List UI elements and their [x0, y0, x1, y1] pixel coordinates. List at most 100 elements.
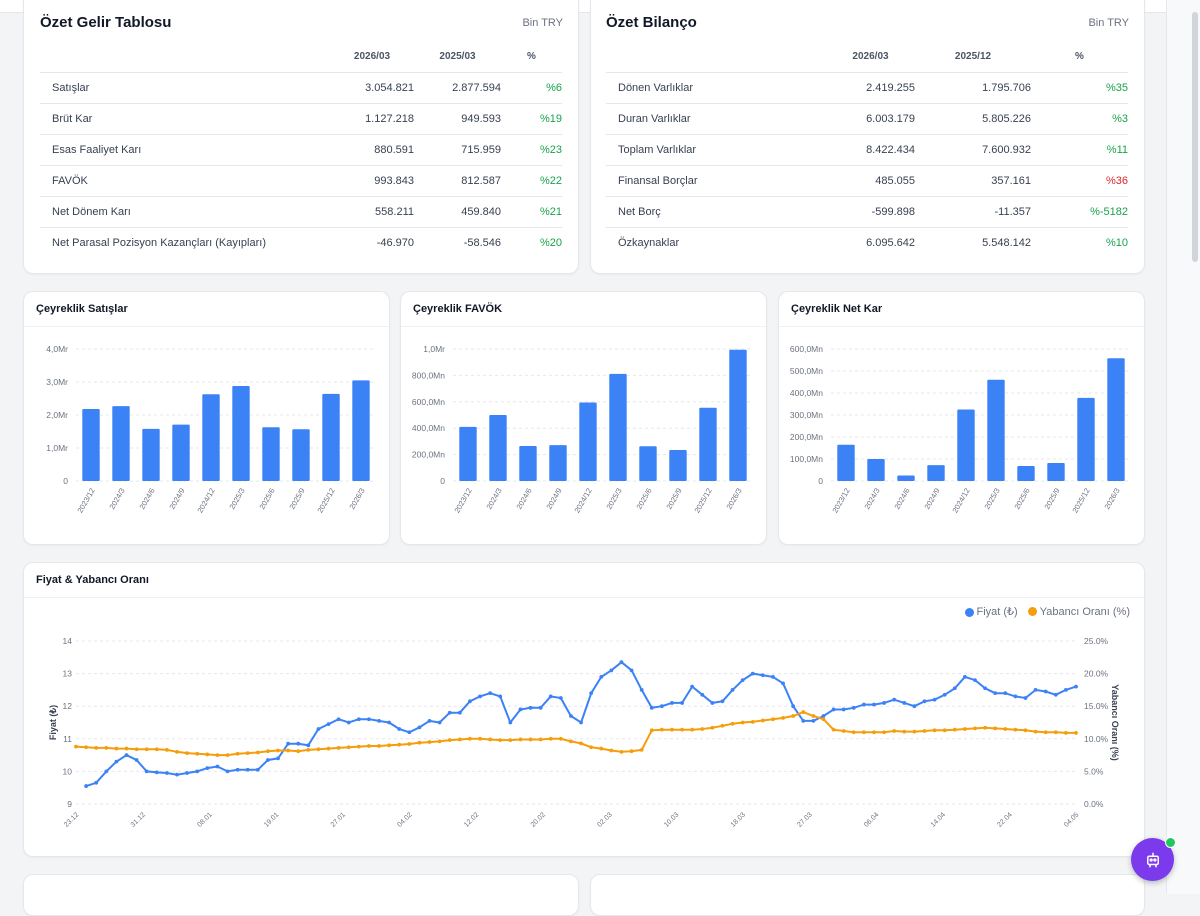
- x-tick-label: 04.05: [1063, 811, 1080, 828]
- bottom-card-right: [590, 874, 1145, 916]
- price-point: [478, 694, 482, 699]
- y-right-tick-label: 20.0%: [1084, 669, 1109, 679]
- foreign-ratio-point: [872, 730, 876, 735]
- foreign-ratio-point: [750, 719, 755, 724]
- row-label: Net Parasal Pozisyon Kazançları (Kayıpla…: [52, 237, 266, 249]
- row-previous-value: 459.840: [414, 196, 501, 228]
- table-row: Özkaynaklar 6.095.642 5.548.142 %10: [606, 228, 1128, 259]
- price-point: [346, 720, 351, 725]
- bar: [172, 424, 190, 481]
- row-change-percent: %22: [501, 165, 562, 197]
- x-tick-label: 2024/6: [514, 487, 533, 511]
- foreign-ratio-point: [983, 725, 987, 730]
- foreign-ratio-point: [740, 720, 745, 725]
- row-current-value: 3.054.821: [330, 72, 414, 104]
- foreign-ratio-point: [488, 737, 493, 742]
- foreign-ratio-point: [397, 742, 402, 747]
- price-point: [356, 717, 361, 722]
- column-header-previous: 2025/12: [915, 41, 1031, 73]
- price-point: [195, 769, 200, 774]
- price-point: [831, 707, 836, 712]
- price-point: [821, 714, 826, 718]
- legend-item-foreign-ratio[interactable]: Yabancı Oranı (%): [1027, 606, 1130, 618]
- row-previous-value: 357.161: [915, 165, 1031, 197]
- price-point: [872, 702, 876, 707]
- foreign-ratio-point: [276, 748, 280, 753]
- foreign-ratio-point: [558, 736, 563, 741]
- y-tick-label: 1,0Mr: [423, 344, 445, 354]
- column-header-previous: 2025/03: [414, 41, 501, 73]
- table-header-row: 2026/03 2025/03 %: [40, 41, 562, 73]
- row-previous-value: 1.795.706: [915, 72, 1031, 104]
- bar: [459, 426, 477, 481]
- foreign-ratio-point: [255, 750, 260, 755]
- bar: [82, 409, 100, 481]
- foreign-ratio-point: [165, 747, 169, 752]
- y-tick-label: 600,0Mn: [412, 397, 445, 407]
- x-tick-label: 20.02: [530, 811, 547, 828]
- foreign-ratio-point: [771, 717, 775, 722]
- foreign-ratio-point: [922, 729, 927, 733]
- foreign-ratio-point: [1053, 730, 1058, 735]
- foreign-ratio-point: [306, 747, 311, 752]
- x-tick-label: 2023/12: [830, 487, 851, 515]
- quarterly-sales-card: Çeyreklik Satışlar 0 1,0Mr 2,0Mr 3,0Mr 4,0Mr…: [23, 291, 390, 545]
- foreign-ratio-point: [154, 747, 159, 752]
- scrollbar-thumb[interactable]: [1192, 12, 1198, 262]
- foreign-ratio-point: [710, 725, 715, 730]
- foreign-ratio-point: [700, 727, 705, 731]
- x-tick-label: 08.01: [196, 811, 213, 828]
- bar: [352, 380, 370, 481]
- row-change-percent: %20: [539, 237, 562, 249]
- foreign-ratio-point: [730, 721, 735, 726]
- x-tick-label: 2026/3: [1102, 487, 1121, 511]
- foreign-ratio-point: [367, 744, 371, 748]
- foreign-ratio-point: [447, 738, 452, 743]
- row-label: Finansal Borçlar: [606, 165, 826, 197]
- income-statement-card: Özet Gelir Tablosu Bin TRY 2026/03 2025/…: [23, 0, 579, 274]
- legend-item-price[interactable]: Fiyat (₺): [964, 605, 1018, 618]
- foreign-ratio-point: [882, 730, 886, 735]
- price-point: [437, 720, 442, 725]
- row-label: FAVÖK: [40, 165, 330, 197]
- foreign-ratio-point: [124, 746, 129, 751]
- price-point: [942, 692, 947, 697]
- foreign-ratio-point: [407, 742, 412, 746]
- foreign-ratio-point: [629, 749, 634, 754]
- price-point: [659, 704, 664, 709]
- price-point: [498, 694, 503, 699]
- foreign-ratio-point: [932, 728, 937, 733]
- foreign-ratio-point: [215, 753, 220, 757]
- table-row: Finansal Borçlar 485.055 357.161 %36: [606, 165, 1128, 197]
- price-point: [952, 686, 957, 691]
- x-tick-label: 27.01: [330, 811, 347, 828]
- y-right-tick-label: 5.0%: [1084, 766, 1104, 776]
- price-point: [599, 674, 604, 679]
- foreign-ratio-point: [579, 741, 583, 746]
- y-left-tick-label: 13: [63, 669, 73, 679]
- x-tick-label: 23.12: [63, 811, 80, 828]
- foreign-ratio-point: [973, 726, 977, 731]
- y-right-axis-label: Yabancı Oranı (%): [1110, 684, 1120, 761]
- column-header-current: 2026/03: [330, 41, 414, 73]
- price-point: [154, 770, 159, 775]
- bar: [262, 427, 280, 481]
- bar: [1077, 397, 1095, 481]
- x-tick-label: 04.02: [396, 811, 413, 828]
- x-tick-label: 2024/12: [950, 487, 971, 515]
- price-point: [922, 699, 927, 704]
- foreign-ratio-point: [690, 727, 695, 732]
- x-tick-label: 2025/3: [604, 487, 623, 511]
- price-point: [1053, 692, 1058, 697]
- bar: [609, 373, 627, 481]
- bar: [1017, 466, 1035, 481]
- row-change-percent: %21: [501, 196, 562, 228]
- row-current-value: 1.127.218: [330, 103, 414, 135]
- price-point: [639, 688, 644, 692]
- x-tick-label: 2024/9: [167, 487, 186, 511]
- row-previous-value: 5.805.226: [915, 103, 1031, 135]
- foreign-ratio-point: [902, 729, 907, 734]
- price-point: [255, 767, 260, 772]
- row-current-value: 2.419.255: [826, 72, 915, 104]
- row-change-percent: %6: [501, 72, 562, 104]
